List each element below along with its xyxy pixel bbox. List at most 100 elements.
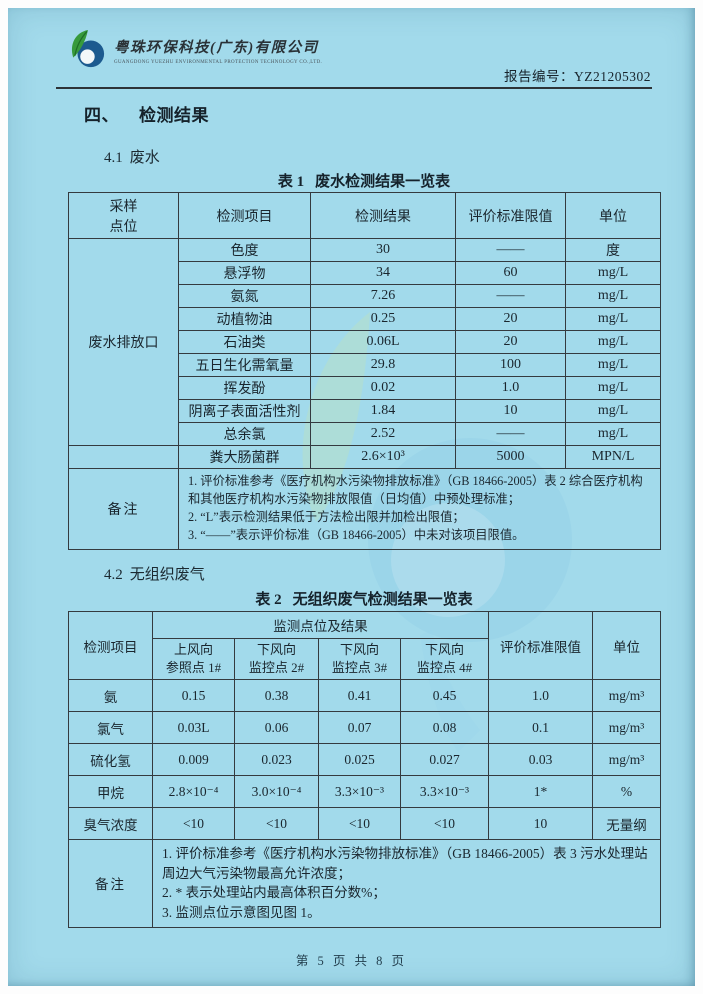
scanned-report-page: 粤珠环保科技(广东)有限公司 GUANGDONG YUEZHU ENVIRONM… [8,8,695,986]
company-name-en: GUANGDONG YUEZHU ENVIRONMENTAL PROTECTIO… [114,60,323,65]
subsection-label: 废水 [129,150,160,166]
cell-item: 阴离子表面活性剂 [178,399,311,423]
subsection-4-1: 4.1 废水 [104,146,160,167]
cell-unit: 无量纲 [592,807,661,840]
cell-result: 2.52 [310,422,456,446]
cell-result: 29.8 [310,353,456,377]
cell-point-1: 2.8×10⁻⁴ [152,775,235,808]
cell-limit: 0.1 [488,711,593,744]
column-header-point-2: 下风向 监控点 2# [234,638,319,680]
cell-unit: % [592,775,661,808]
cell-item: 氯气 [68,711,153,744]
cell-point-4: 0.45 [400,679,489,712]
cell-limit: —— [455,284,566,308]
cell-limit: 10 [455,399,566,423]
cell-limit: 1.0 [455,376,566,400]
cell-unit: mg/L [565,261,661,285]
cell-limit: 1.0 [488,679,593,712]
report-number-value: YZ21205302 [574,69,651,84]
fugitive-gas-results-table: 检测项目 监测点位及结果 评价标准限值 单位 上风向 参照点 1# 下风向 监控… [68,611,661,928]
column-header-result: 检测结果 [310,192,456,239]
cell-unit: mg/L [565,422,661,446]
subsection-4-2: 4.2 无组织废气 [104,563,205,584]
cell-point-4: 0.027 [400,743,489,776]
company-name-cn: 粤珠环保科技(广东)有限公司 [114,40,319,56]
column-header-sample-point: 采样 点位 [68,192,179,239]
column-header-limit: 评价标准限值 [455,192,566,239]
table1-caption: 表 1 废水检测结果一览表 [68,170,660,191]
column-header-unit: 单位 [592,611,661,680]
cell-limit: 10 [488,807,593,840]
cell-unit: mg/m³ [592,711,661,744]
cell-result: 34 [310,261,456,285]
notes-cell: 1. 评价标准参考《医疗机构水污染物排放标准》（GB 18466-2005）表 … [152,839,661,928]
cell-point-3: <10 [318,807,401,840]
cell-unit: 度 [565,238,661,262]
column-header-limit: 评价标准限值 [488,611,593,680]
note-line: 1. 评价标准参考《医疗机构水污染物排放标准》（GB 18466-2005）表 … [162,846,648,881]
cell-sample-point-empty [68,445,179,469]
column-header-item: 检测项目 [178,192,311,239]
cell-unit: mg/L [565,399,661,423]
table2-caption: 表 2 无组织废气检测结果一览表 [68,588,660,609]
cell-unit: mg/L [565,284,661,308]
cell-point-2: <10 [234,807,319,840]
cell-point-3: 3.3×10⁻³ [318,775,401,808]
cell-limit: 1* [488,775,593,808]
cell-unit: MPN/L [565,445,661,469]
cell-unit: mg/L [565,330,661,354]
cell-result: 7.26 [310,284,456,308]
cell-limit: 20 [455,330,566,354]
column-header-point-4: 下风向 监控点 4# [400,638,489,680]
cell-point-3: 0.07 [318,711,401,744]
cell-item: 氨 [68,679,153,712]
cell-item: 色度 [178,238,311,262]
cell-point-1: 0.15 [152,679,235,712]
column-header-point-1: 上风向 参照点 1# [152,638,235,680]
cell-item: 总余氯 [178,422,311,446]
section-label: 检测结果 [139,106,209,125]
column-header-point-3: 下风向 监控点 3# [318,638,401,680]
table2-caption-no: 表 2 [255,592,282,608]
cell-point-2: 0.06 [234,711,319,744]
note-line: 3. 监测点位示意图见图 1。 [162,905,321,921]
cell-unit: mg/m³ [592,679,661,712]
cell-limit: 100 [455,353,566,377]
cell-limit: 20 [455,307,566,331]
notes-cell: 1. 评价标准参考《医疗机构水污染物排放标准》（GB 18466-2005）表 … [178,468,661,550]
cell-point-3: 0.025 [318,743,401,776]
cell-result: 30 [310,238,456,262]
cell-unit: mg/L [565,353,661,377]
cell-point-1: 0.03L [152,711,235,744]
report-number: 报告编号：YZ21205302 [504,65,651,85]
cell-point-3: 0.41 [318,679,401,712]
cell-item: 氨氮 [178,284,311,308]
cell-item: 动植物油 [178,307,311,331]
cell-item: 粪大肠菌群 [178,445,311,469]
cell-item: 臭气浓度 [68,807,153,840]
cell-item: 硫化氢 [68,743,153,776]
cell-item: 甲烷 [68,775,153,808]
cell-result: 1.84 [310,399,456,423]
notes-label: 备注 [68,468,179,550]
cell-result: 0.25 [310,307,456,331]
note-line: 2. “L”表示检测结果低于方法检出限并加检出限值； [188,509,465,524]
cell-item: 悬浮物 [178,261,311,285]
cell-result: 0.06L [310,330,456,354]
cell-item: 石油类 [178,330,311,354]
report-header-brand: 粤珠环保科技(广东)有限公司 GUANGDONG YUEZHU ENVIRONM… [68,28,322,72]
subsection-number: 4.2 [104,567,123,583]
section-number: 四、 [84,106,119,125]
table1-caption-no: 表 1 [277,174,305,190]
cell-item: 挥发酚 [178,376,311,400]
cell-unit: mg/L [565,307,661,331]
cell-point-1: <10 [152,807,235,840]
note-line: 1. 评价标准参考《医疗机构水污染物排放标准》（GB 18466-2005）表 … [188,474,643,506]
header-divider [56,87,652,89]
cell-result: 2.6×10³ [310,445,456,469]
cell-item: 五日生化需氧量 [178,353,311,377]
subsection-label: 无组织废气 [129,567,205,583]
cell-result: 0.02 [310,376,456,400]
cell-point-2: 0.023 [234,743,319,776]
cell-sample-point: 废水排放口 [68,238,179,446]
